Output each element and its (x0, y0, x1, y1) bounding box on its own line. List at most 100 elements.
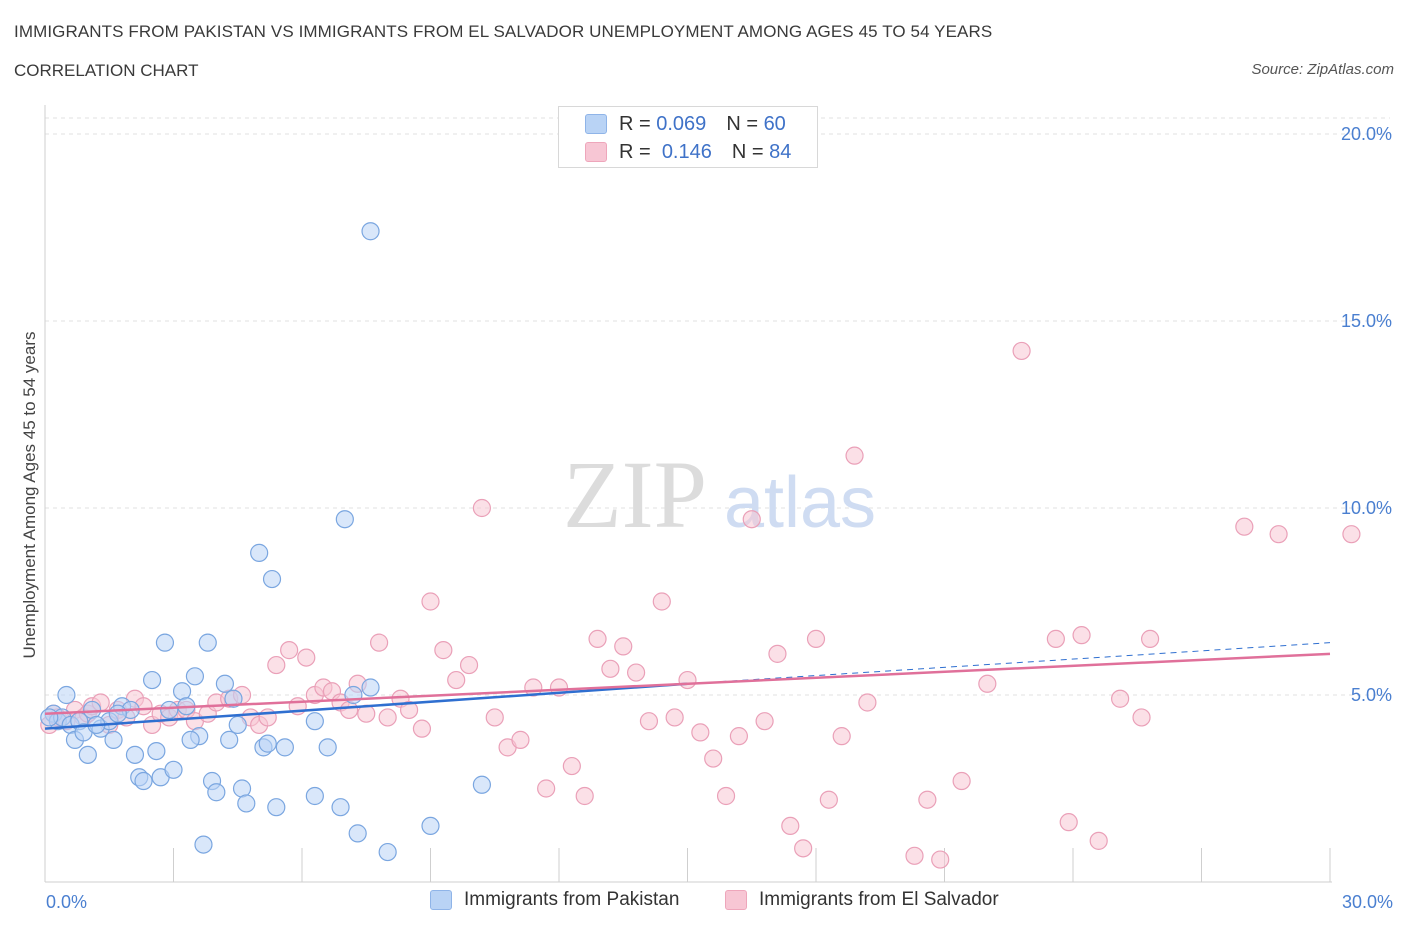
elsalvador-point (412, 719, 432, 738)
elsalvador-point (399, 700, 419, 720)
elsalvador-point (755, 712, 774, 731)
pakistan-point (164, 760, 183, 779)
pakistan-point (155, 633, 175, 652)
pakistan-point (78, 745, 97, 764)
pakistan-point (318, 738, 337, 757)
pakistan-point (305, 786, 324, 806)
elsalvador-point (1342, 525, 1361, 544)
pakistan-point (262, 569, 282, 589)
pakistan-point (220, 730, 239, 749)
source-label: Source: ZipAtlas.com (1251, 61, 1394, 78)
pakistan-point (344, 685, 363, 705)
trend-lines (44, 642, 1331, 730)
pakistan-point (125, 745, 145, 764)
bottom-legend-swatch-pakistan (430, 890, 452, 910)
pakistan-point (181, 730, 200, 749)
pakistan-point (472, 775, 491, 794)
elsalvador-point (918, 790, 937, 809)
legend-n-label: N = (726, 112, 758, 135)
pakistan-point (215, 674, 234, 693)
elsalvador-point (691, 723, 710, 742)
pakistan-point (331, 798, 350, 817)
legend-r-label: R = (619, 112, 651, 135)
bottom-legend-label-elsalvador: Immigrants from El Salvador (759, 889, 999, 910)
pakistan-trend-line (44, 682, 688, 730)
bottom-legend-label-pakistan: Immigrants from Pakistan (464, 889, 680, 910)
elsalvador-point (511, 730, 530, 749)
elsalvador-point (370, 633, 389, 652)
pakistan-point (147, 741, 166, 761)
elsalvador-point (639, 712, 659, 731)
pakistan-point (275, 738, 294, 757)
legend-swatch-elsalvador (585, 142, 607, 162)
pakistan-point (305, 712, 324, 731)
elsalvador-point (378, 708, 397, 727)
correlation-legend: R = 0.069 N = 60 R = 0.146 N = 84 (558, 106, 818, 168)
elsalvador-point (806, 629, 826, 649)
pakistan-point (361, 678, 380, 697)
pakistan-trend-dashed (687, 642, 1331, 685)
elsalvador-point (1089, 831, 1108, 850)
legend-n-elsalvador: 84 (769, 140, 792, 163)
elsalvador-point (626, 663, 646, 682)
pakistan-point (142, 670, 162, 690)
elsalvador-point (665, 708, 684, 727)
x-tick-label: 30.0% (1342, 892, 1393, 912)
legend-row-elsalvador: R = 0.146 N = 84 (585, 140, 791, 164)
elsalvador-point (905, 846, 924, 865)
elsalvador-point (485, 708, 504, 727)
elsalvador-point (575, 786, 594, 806)
elsalvador-point (562, 756, 581, 776)
elsalvador-point (1046, 629, 1065, 649)
elsalvador-point (1269, 525, 1288, 544)
pakistan-points (40, 222, 491, 862)
elsalvador-point (768, 644, 787, 663)
elsalvador-point (1132, 708, 1151, 727)
pakistan-point (57, 685, 76, 705)
tick-labels: 5.0% 10.0% 15.0% 20.0% 0.0% 30.0% (46, 124, 1393, 912)
y-tick-label: 15.0% (1341, 311, 1392, 331)
pakistan-point (160, 700, 179, 720)
elsalvador-point (858, 693, 877, 712)
y-tick-label: 20.0% (1341, 124, 1392, 144)
elsalvador-point (832, 727, 851, 746)
pakistan-point (83, 700, 102, 720)
elsalvador-point (794, 839, 813, 858)
x-tick-label: 0.0% (46, 892, 87, 912)
pakistan-point (237, 794, 256, 813)
elsalvador-points (40, 341, 1361, 869)
elsalvador-point (1059, 813, 1078, 832)
pakistan-point (40, 708, 59, 727)
elsalvador-point (601, 659, 620, 678)
y-tick-label: 5.0% (1351, 685, 1392, 705)
elsalvador-point (459, 655, 479, 675)
chart-subtitle: CORRELATION CHART (14, 61, 199, 80)
pakistan-point (267, 798, 286, 817)
pakistan-point (207, 783, 226, 802)
pakistan-point (361, 222, 380, 241)
elsalvador-point (434, 641, 453, 660)
elsalvador-point (588, 629, 607, 649)
elsalvador-point (781, 816, 800, 836)
elsalvador-point (652, 592, 671, 611)
pakistan-point (228, 715, 247, 735)
pakistan-point (250, 543, 269, 562)
elsalvador-point (297, 648, 316, 667)
grid-lines (45, 117, 1390, 696)
elsalvador-point (1012, 341, 1031, 361)
chart-title: IMMIGRANTS FROM PAKISTAN VS IMMIGRANTS F… (14, 22, 993, 41)
elsalvador-point (1072, 626, 1091, 645)
pakistan-point (104, 730, 123, 749)
elsalvador-point (614, 637, 633, 656)
elsalvador-trend-line (44, 652, 1331, 715)
pakistan-point (258, 734, 277, 753)
legend-n-pakistan: 60 (763, 112, 786, 135)
y-tick-label: 10.0% (1341, 498, 1392, 518)
elsalvador-point (1111, 689, 1130, 708)
elsalvador-point (931, 850, 950, 869)
pakistan-point (335, 510, 354, 529)
elsalvador-point (421, 592, 440, 611)
legend-n-label: N = (731, 140, 764, 163)
elsalvador-point (704, 749, 723, 768)
